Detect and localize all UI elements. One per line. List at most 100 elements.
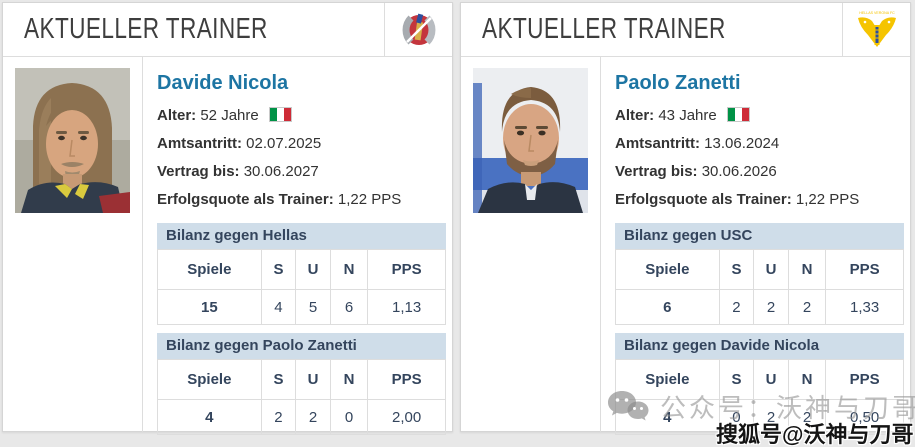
record-table-title: Bilanz gegen Davide Nicola	[615, 333, 904, 359]
trainer-contract-line: Vertrag bis: 30.06.2027	[157, 163, 452, 181]
record-table-vs-trainer: Bilanz gegen Davide Nicola Spiele S U N …	[615, 333, 904, 435]
col-spiele: Spiele	[157, 249, 262, 290]
card-header: AKTUELLER TRAINER	[3, 3, 452, 57]
losses-value: 2	[787, 289, 827, 325]
record-table-header-row: Spiele S U N PPS	[615, 359, 904, 400]
matches-count-link[interactable]: 4	[157, 399, 262, 435]
trainer-name-link[interactable]: Davide Nicola	[157, 72, 289, 94]
cremonese-club-badge-icon[interactable]	[397, 8, 441, 52]
draws-value: 2	[753, 289, 789, 325]
age-label: Alter:	[157, 107, 197, 124]
draws-value: 2	[753, 399, 789, 435]
col-draws: U	[295, 249, 331, 290]
matches-count-link[interactable]: 15	[157, 289, 262, 325]
contract-value: 30.06.2026	[701, 163, 777, 180]
losses-value: 2	[787, 399, 827, 435]
record-table-vs-club: Bilanz gegen Hellas Spiele S U N PPS 15	[157, 223, 446, 325]
contract-label: Vertrag bis:	[615, 163, 698, 180]
hellas-verona-club-badge-icon[interactable]: HELLAS VERONA FC	[854, 7, 900, 53]
pps-value-link[interactable]: 1,13	[367, 289, 446, 325]
club-logo-box[interactable]	[384, 3, 452, 56]
wins-value: 4	[260, 289, 297, 325]
record-table-vs-club: Bilanz gegen USC Spiele S U N PPS 6 2	[615, 223, 904, 325]
card-header: AKTUELLER TRAINER HELLAS VERONA FC	[461, 3, 910, 57]
col-pps: PPS	[825, 359, 904, 400]
trainer-info-column: Paolo Zanetti Alter: 43 Jahre Amtsantrit…	[601, 57, 910, 435]
col-pps: PPS	[367, 359, 446, 400]
col-draws: U	[753, 359, 789, 400]
col-pps: PPS	[825, 249, 904, 290]
trainer-photo-column	[3, 57, 143, 432]
trainer-photo-paolo-zanetti	[473, 68, 588, 213]
card-title: AKTUELLER TRAINER	[482, 13, 726, 45]
col-losses: N	[329, 359, 369, 400]
pps-value-link[interactable]: 1,33	[825, 289, 904, 325]
record-table-header-row: Spiele S U N PPS	[615, 249, 904, 290]
col-spiele: Spiele	[157, 359, 262, 400]
ppg-label: Erfolgsquote als Trainer:	[615, 191, 792, 208]
col-losses: N	[329, 249, 369, 290]
trainer-photo-column	[461, 57, 601, 432]
card-body: Davide Nicola Alter: 52 Jahre Amtsantrit…	[3, 57, 452, 435]
col-losses: N	[787, 249, 827, 290]
record-table-header-row: Spiele S U N PPS	[157, 359, 446, 400]
trainer-tenure-line: Amtsantritt: 02.07.2025	[157, 135, 452, 153]
record-table-title: Bilanz gegen Paolo Zanetti	[157, 333, 446, 359]
age-value: 52 Jahre	[200, 107, 259, 124]
trainer-tenure-line: Amtsantritt: 13.06.2024	[615, 135, 910, 153]
trainer-card-cremonese: AKTUELLER TRAINER	[2, 2, 453, 435]
ppg-value: 1,22 PPS	[337, 191, 402, 208]
col-pps: PPS	[367, 249, 446, 290]
card-body: Paolo Zanetti Alter: 43 Jahre Amtsantrit…	[461, 57, 910, 435]
col-wins: S	[718, 359, 755, 400]
tenure-value: 02.07.2025	[246, 135, 322, 152]
italy-flag-icon	[268, 107, 292, 122]
losses-value: 6	[329, 289, 369, 325]
trainer-ppg-line: Erfolgsquote als Trainer: 1,22 PPS	[615, 191, 910, 209]
tenure-label: Amtsantritt:	[157, 135, 242, 152]
ppg-label: Erfolgsquote als Trainer:	[157, 191, 334, 208]
contract-label: Vertrag bis:	[157, 163, 240, 180]
trainer-ppg-line: Erfolgsquote als Trainer: 1,22 PPS	[157, 191, 452, 209]
pps-value-link[interactable]: 0,50	[825, 399, 904, 435]
col-wins: S	[260, 359, 297, 400]
card-title: AKTUELLER TRAINER	[24, 13, 268, 45]
col-draws: U	[295, 359, 331, 400]
matches-count-link[interactable]: 6	[615, 289, 720, 325]
wins-value: 2	[260, 399, 297, 435]
record-table-vs-trainer: Bilanz gegen Paolo Zanetti Spiele S U N …	[157, 333, 446, 435]
trainer-photo-davide-nicola	[15, 68, 130, 213]
wins-value: 0	[718, 399, 755, 435]
badge-club-name-text: HELLAS VERONA FC	[859, 11, 895, 15]
pps-value-link[interactable]: 2,00	[367, 399, 446, 435]
losses-value: 0	[329, 399, 369, 435]
col-wins: S	[260, 249, 297, 290]
trainer-info-column: Davide Nicola Alter: 52 Jahre Amtsantrit…	[143, 57, 452, 435]
record-table-value-row: 4 0 2 2 0,50	[615, 399, 904, 435]
trainer-contract-line: Vertrag bis: 30.06.2026	[615, 163, 910, 181]
draws-value: 2	[295, 399, 331, 435]
col-draws: U	[753, 249, 789, 290]
record-table-value-row: 15 4 5 6 1,13	[157, 289, 446, 325]
ppg-value: 1,22 PPS	[795, 191, 860, 208]
draws-value: 5	[295, 289, 331, 325]
italy-flag-icon	[726, 107, 750, 122]
club-logo-box[interactable]: HELLAS VERONA FC	[842, 3, 910, 56]
record-table-title: Bilanz gegen USC	[615, 223, 904, 249]
wins-value: 2	[718, 289, 755, 325]
record-table-title: Bilanz gegen Hellas	[157, 223, 446, 249]
contract-value: 30.06.2027	[243, 163, 319, 180]
record-table-value-row: 6 2 2 2 1,33	[615, 289, 904, 325]
age-label: Alter:	[615, 107, 655, 124]
col-losses: N	[787, 359, 827, 400]
trainer-age-line: Alter: 52 Jahre	[157, 107, 452, 125]
col-wins: S	[718, 249, 755, 290]
matches-count-link[interactable]: 4	[615, 399, 720, 435]
trainer-age-line: Alter: 43 Jahre	[615, 107, 910, 125]
age-value: 43 Jahre	[658, 107, 717, 124]
trainer-card-hellas-verona: AKTUELLER TRAINER HELLAS VERONA FC	[460, 2, 911, 435]
col-spiele: Spiele	[615, 249, 720, 290]
trainer-name-link[interactable]: Paolo Zanetti	[615, 72, 741, 94]
tenure-value: 13.06.2024	[704, 135, 780, 152]
